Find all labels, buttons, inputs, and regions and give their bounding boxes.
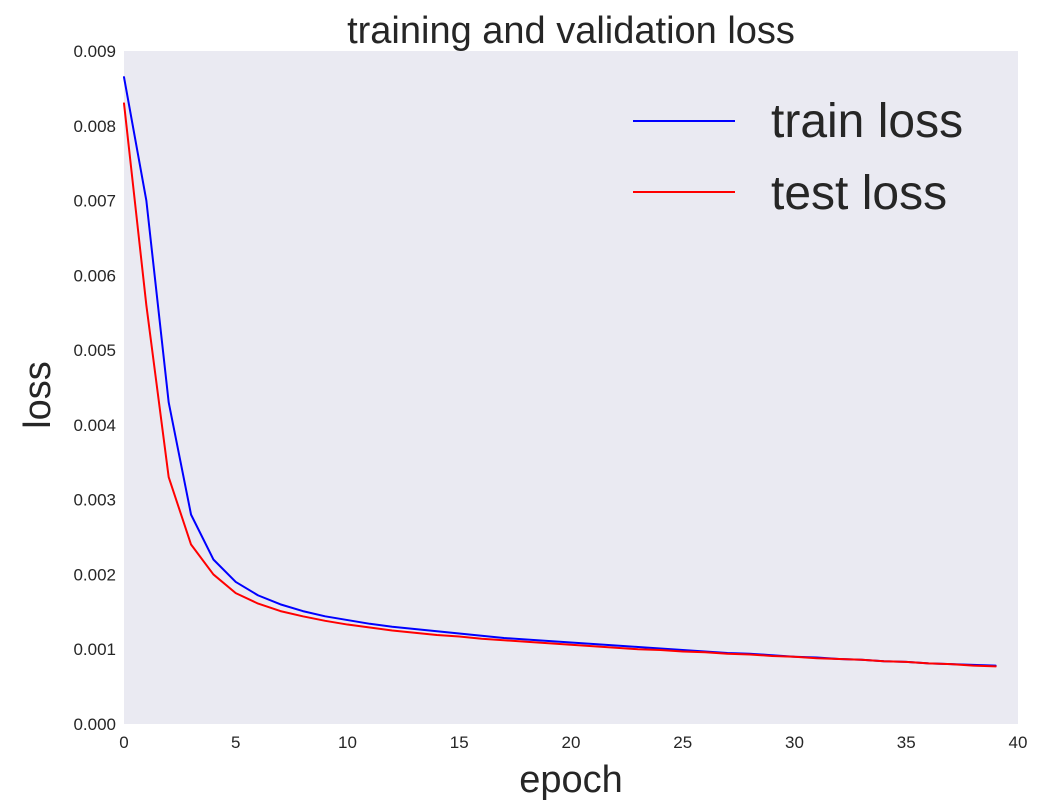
y-tick-label: 0.006	[73, 266, 116, 285]
x-tick-label: 30	[785, 733, 804, 752]
x-tick-label: 25	[673, 733, 692, 752]
chart-title: training and validation loss	[347, 10, 795, 52]
x-tick-label: 35	[897, 733, 916, 752]
y-tick-label: 0.001	[73, 640, 116, 659]
y-axis-ticks: 0.000 0.001 0.002 0.003 0.004 0.005 0.006 0.007…	[73, 42, 116, 734]
y-tick-label: 0.004	[73, 416, 116, 435]
x-tick-label: 5	[231, 733, 240, 752]
x-tick-label: 10	[338, 733, 357, 752]
y-tick-label: 0.003	[73, 491, 116, 510]
series-lines	[123, 76, 997, 668]
x-axis-label: epoch	[519, 759, 623, 801]
legend-label-test-loss: test loss	[771, 167, 947, 220]
legend: train loss test loss	[633, 95, 963, 220]
x-tick-label: 0	[119, 733, 128, 752]
x-tick-label: 20	[562, 733, 581, 752]
plot-area	[124, 51, 1018, 724]
y-tick-label: 0.002	[73, 565, 116, 584]
y-tick-label: 0.009	[73, 42, 116, 61]
x-tick-label: 15	[450, 733, 469, 752]
x-tick-label: 40	[1009, 733, 1028, 752]
x-axis-ticks: 0 5 10 15 20 25 30 35 40	[119, 733, 1027, 752]
y-axis-label: loss	[17, 361, 59, 429]
series-line-test-loss	[123, 102, 997, 668]
y-tick-label: 0.000	[73, 715, 116, 734]
legend-label-train-loss: train loss	[771, 95, 963, 148]
y-tick-label: 0.008	[73, 117, 116, 136]
y-tick-label: 0.007	[73, 192, 116, 211]
y-tick-label: 0.005	[73, 341, 116, 360]
